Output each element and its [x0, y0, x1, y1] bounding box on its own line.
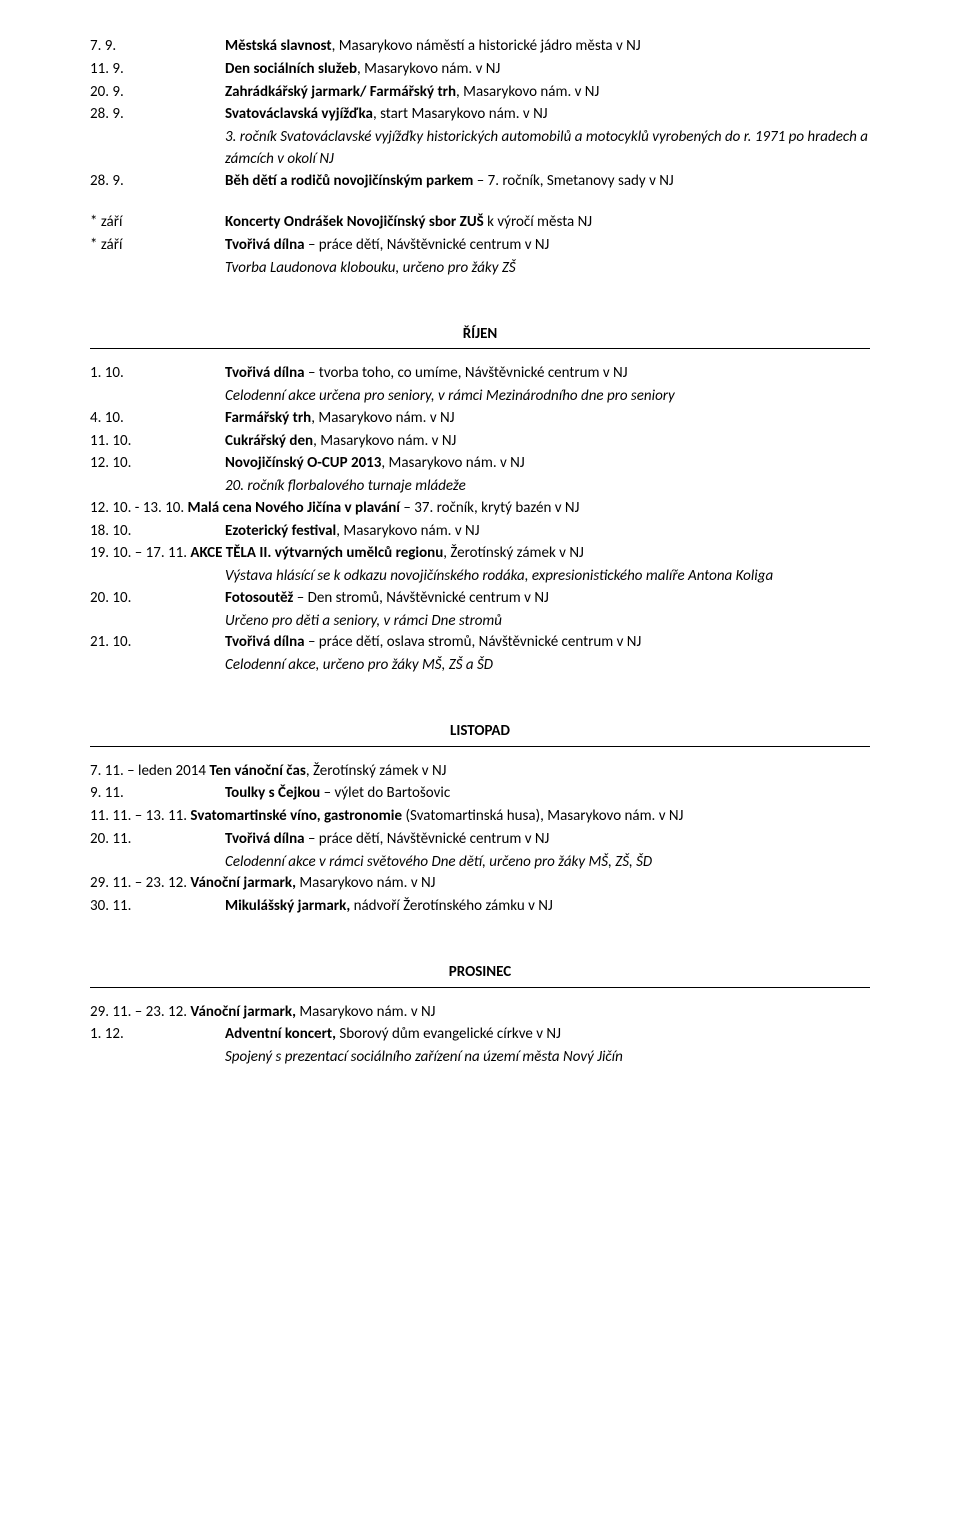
event-text: Tvořivá dílna – práce dětí, Návštěvnické… — [225, 829, 870, 851]
event-row: 4. 10.Farmářský trh, Masarykovo nám. v N… — [90, 408, 870, 430]
event-date: 12. 10. - 13. 10. — [90, 499, 184, 517]
event-date: 28. 9. — [90, 171, 225, 193]
event-subnote: Spojený s prezentací sociálního zařízení… — [225, 1047, 870, 1069]
event-date: * září — [90, 235, 225, 257]
event-text: Ezoterický festival, Masarykovo nám. v N… — [225, 521, 870, 543]
event-row: 28. 9. Běh dětí a rodičů novojičínským p… — [90, 171, 870, 193]
event-text: Koncerty Ondrášek Novojičínský sbor ZUŠ … — [225, 212, 870, 234]
event-row: 19. 10. – 17. 11. AKCE TĚLA II. výtvarný… — [90, 543, 870, 565]
event-text: Tvořivá dílna – práce dětí, Návštěvnické… — [225, 235, 870, 257]
event-date: 19. 10. – 17. 11. — [90, 544, 187, 562]
event-subnote: Určeno pro děti a seniory, v rámci Dne s… — [225, 611, 870, 633]
event-date: 20. 10. — [90, 588, 225, 610]
section-rule — [90, 987, 870, 988]
event-subnote: 20. ročník florbalového turnaje mládeže — [225, 476, 870, 498]
event-text: Fotosoutěž – Den stromů, Návštěvnické ce… — [225, 588, 870, 610]
event-row: 20. 9. Zahrádkářský jarmark/ Farmářský t… — [90, 82, 870, 104]
section-rule — [90, 348, 870, 349]
section-rule — [90, 746, 870, 747]
event-date: 20. 11. — [90, 829, 225, 851]
event-text: 7. 11. – leden 2014 Ten vánoční čas, Žer… — [90, 761, 446, 783]
event-date: 4. 10. — [90, 408, 225, 430]
event-row: 7. 9. Městská slavnost, Masarykovo náměs… — [90, 36, 870, 58]
event-subnote: Tvorba Laudonova klobouku, určeno pro žá… — [225, 258, 870, 280]
section-listopad: 7. 11. – leden 2014 Ten vánoční čas, Žer… — [90, 761, 870, 918]
event-row: 11. 11. – 13. 11. Svatomartinské víno, g… — [90, 806, 870, 828]
event-text: 29. 11. – 23. 12. Vánoční jarmark, Masar… — [90, 873, 435, 895]
event-text: 11. 11. – 13. 11. Svatomartinské víno, g… — [90, 806, 683, 828]
document-page: 7. 9. Městská slavnost, Masarykovo náměs… — [0, 0, 960, 1129]
event-subnote: Celodenní akce určena pro seniory, v rám… — [225, 386, 870, 408]
event-date: 11. 10. — [90, 431, 225, 453]
event-date: 20. 9. — [90, 82, 225, 104]
event-text: Farmářský trh, Masarykovo nám. v NJ — [225, 408, 870, 430]
section-heading-prosinec: PROSINEC — [90, 962, 870, 984]
event-date: 1. 12. — [90, 1024, 225, 1046]
event-text: Městská slavnost, Masarykovo náměstí a h… — [225, 36, 870, 58]
event-text: Toulky s Čejkou – výlet do Bartošovic — [225, 783, 870, 805]
event-date: * září — [90, 212, 225, 234]
event-date: 1. 10. — [90, 363, 225, 385]
event-row: 1. 12.Adventní koncert, Sborový dům evan… — [90, 1024, 870, 1046]
event-row: 20. 10.Fotosoutěž – Den stromů, Návštěvn… — [90, 588, 870, 610]
event-date: 28. 9. — [90, 104, 225, 126]
event-date: 30. 11. — [90, 896, 225, 918]
event-row: 11. 9. Den sociálních služeb, Masarykovo… — [90, 59, 870, 81]
event-text: Zahrádkářský jarmark/ Farmářský trh, Mas… — [225, 82, 870, 104]
event-row: 29. 11. – 23. 12. Vánoční jarmark, Masar… — [90, 873, 870, 895]
event-row: 21. 10.Tvořivá dílna – práce dětí, oslav… — [90, 632, 870, 654]
event-subnote: 3. ročník Svatováclavské vyjížďky histor… — [225, 127, 870, 171]
event-row: 9. 11.Toulky s Čejkou – výlet do Bartošo… — [90, 783, 870, 805]
event-text: Novojičínský O-CUP 2013, Masarykovo nám.… — [225, 453, 870, 475]
event-date: 7. 9. — [90, 36, 225, 58]
section-heading-rijen: ŘÍJEN — [90, 324, 870, 346]
event-date: 29. 11. – 23. 12. — [90, 1003, 187, 1021]
event-text: Cukrářský den, Masarykovo nám. v NJ — [225, 431, 870, 453]
event-text: Adventní koncert, Sborový dům evangelick… — [225, 1024, 870, 1046]
event-row: 28. 9. Svatováclavská vyjížďka, start Ma… — [90, 104, 870, 126]
event-date: 21. 10. — [90, 632, 225, 654]
event-row: 30. 11.Mikulášský jarmark, nádvoří Žerot… — [90, 896, 870, 918]
event-row: 11. 10.Cukrářský den, Masarykovo nám. v … — [90, 431, 870, 453]
section-rijen: 1. 10.Tvořivá dílna – tvorba toho, co um… — [90, 363, 870, 677]
event-row: 12. 10.Novojičínský O-CUP 2013, Masaryko… — [90, 453, 870, 475]
event-text: Den sociálních služeb, Masarykovo nám. v… — [225, 59, 870, 81]
event-row: * září Koncerty Ondrášek Novojičínský sb… — [90, 212, 870, 234]
section-zari: 7. 9. Městská slavnost, Masarykovo náměs… — [90, 36, 870, 280]
event-row: 1. 10.Tvořivá dílna – tvorba toho, co um… — [90, 363, 870, 385]
event-date: 12. 10. — [90, 453, 225, 475]
event-row: 29. 11. – 23. 12. Vánoční jarmark, Masar… — [90, 1002, 870, 1024]
event-subnote: Výstava hlásící se k odkazu novojičínské… — [225, 566, 870, 588]
event-date: 11. 9. — [90, 59, 225, 81]
event-row: 7. 11. – leden 2014 Ten vánoční čas, Žer… — [90, 761, 870, 783]
event-subnote: Celodenní akce v rámci světového Dne dět… — [225, 852, 870, 874]
event-text: Běh dětí a rodičů novojičínským parkem –… — [225, 171, 870, 193]
event-date: 7. 11. – leden 2014 — [90, 762, 206, 780]
event-text: 29. 11. – 23. 12. Vánoční jarmark, Masar… — [90, 1002, 435, 1024]
event-date: 29. 11. – 23. 12. — [90, 874, 187, 892]
event-row: 12. 10. - 13. 10. Malá cena Nového Jičín… — [90, 498, 870, 520]
event-text: Tvořivá dílna – práce dětí, oslava strom… — [225, 632, 870, 654]
event-text: Mikulášský jarmark, nádvoří Žerotínského… — [225, 896, 870, 918]
event-text: Svatováclavská vyjížďka, start Masarykov… — [225, 104, 870, 126]
section-heading-listopad: LISTOPAD — [90, 721, 870, 743]
event-row: 20. 11.Tvořivá dílna – práce dětí, Návšt… — [90, 829, 870, 851]
event-date: 9. 11. — [90, 783, 225, 805]
event-date: 11. 11. – 13. 11. — [90, 807, 187, 825]
event-text: 19. 10. – 17. 11. AKCE TĚLA II. výtvarný… — [90, 543, 584, 565]
event-text: Tvořivá dílna – tvorba toho, co umíme, N… — [225, 363, 870, 385]
event-subnote: Celodenní akce, určeno pro žáky MŠ, ZŠ a… — [225, 655, 870, 677]
section-prosinec: 29. 11. – 23. 12. Vánoční jarmark, Masar… — [90, 1002, 870, 1069]
event-row: * září Tvořivá dílna – práce dětí, Návšt… — [90, 235, 870, 257]
event-row: 18. 10.Ezoterický festival, Masarykovo n… — [90, 521, 870, 543]
event-text: 12. 10. - 13. 10. Malá cena Nového Jičín… — [90, 498, 579, 520]
event-date: 18. 10. — [90, 521, 225, 543]
